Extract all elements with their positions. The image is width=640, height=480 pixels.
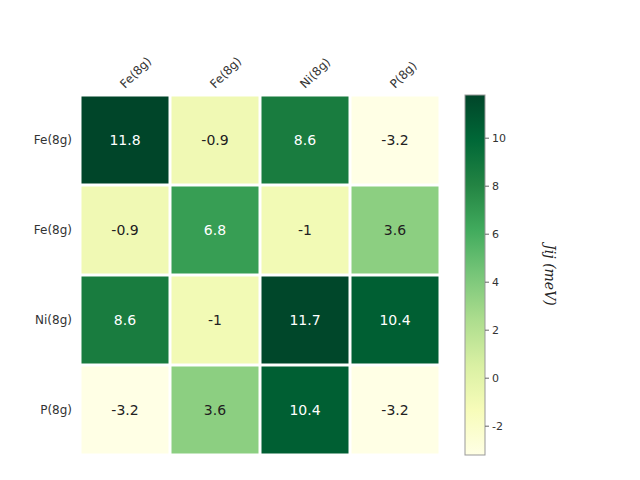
heatmap-cell <box>352 97 439 184</box>
cell-labels: 11.8 -0.9 8.6 -3.2 -0.9 6.8 -1 3.6 8.6 -1 11.7 10.4… <box>109 132 410 418</box>
colorbar-tick <box>485 186 489 187</box>
colorbar-tick-label: 10 <box>492 132 506 145</box>
data-label: 11.7 <box>289 312 320 328</box>
heatmap-cell <box>172 277 259 364</box>
data-label: 3.6 <box>204 402 226 418</box>
colorbar-tick-label: 0 <box>492 372 499 385</box>
data-label: -0.9 <box>201 132 228 148</box>
data-label: -1 <box>298 222 312 238</box>
data-label: 8.6 <box>294 132 316 148</box>
x-axis: Fe(8g) Fe(8g) Ni(8g) P(8g) <box>117 54 419 91</box>
heatmap-cell <box>172 187 259 274</box>
data-label: -3.2 <box>381 402 408 418</box>
heatmap-cell <box>172 97 259 184</box>
data-label: 11.8 <box>109 132 140 148</box>
heatmap-cell <box>82 187 169 274</box>
data-label: 6.8 <box>204 222 226 238</box>
heatmap-cell <box>262 97 349 184</box>
colorbar-tick <box>485 330 489 331</box>
heatmap-cell <box>352 277 439 364</box>
x-tick-label: Fe(8g) <box>207 54 244 91</box>
colorbar-tick <box>485 138 489 139</box>
colorbar-scale <box>465 95 485 455</box>
heatmap-cell <box>262 187 349 274</box>
colorbar-tick-label: -2 <box>492 420 503 433</box>
colorbar-tick-label: 2 <box>492 324 499 337</box>
colorbar-label: Jij (meV) <box>542 241 558 305</box>
y-tick-label: Ni(8g) <box>35 313 72 327</box>
data-label: 10.4 <box>379 312 410 328</box>
colorbar-tick <box>485 378 489 379</box>
y-tick-label: P(8g) <box>40 403 72 417</box>
colorbar: -2 0 2 4 6 8 10 Jij (meV) <box>465 95 558 455</box>
data-label: -1 <box>208 312 222 328</box>
data-label: -0.9 <box>111 222 138 238</box>
x-tick-label: P(8g) <box>387 59 419 91</box>
colorbar-tick <box>485 282 489 283</box>
heatmap-cell <box>262 277 349 364</box>
heatmap-cell <box>172 367 259 454</box>
colorbar-tick-label: 4 <box>492 276 499 289</box>
colorbar-tick-label: 8 <box>492 180 499 193</box>
colorbar-tick-label: 6 <box>492 228 499 241</box>
colorbar-tick <box>485 234 489 235</box>
colorbar-tick <box>485 426 489 427</box>
heatmap-cell <box>82 367 169 454</box>
heatmap-cell <box>352 187 439 274</box>
x-tick-label: Fe(8g) <box>117 54 154 91</box>
heatmap-cell <box>82 277 169 364</box>
heatmap-cell <box>352 367 439 454</box>
x-tick-label: Ni(8g) <box>297 55 333 91</box>
data-label: 8.6 <box>114 312 136 328</box>
chart: 11.8 -0.9 8.6 -3.2 -0.9 6.8 -1 3.6 8.6 -1 11.7 10.4… <box>0 0 640 480</box>
data-label: -3.2 <box>381 132 408 148</box>
data-label: 10.4 <box>289 402 320 418</box>
data-label: 3.6 <box>384 222 406 238</box>
y-axis: Fe(8g) Fe(8g) Ni(8g) P(8g) <box>34 133 72 417</box>
heatmap-cell <box>82 97 169 184</box>
y-tick-label: Fe(8g) <box>34 133 72 147</box>
data-label: -3.2 <box>111 402 138 418</box>
heatmap-cell <box>262 367 349 454</box>
y-tick-label: Fe(8g) <box>34 223 72 237</box>
cells <box>82 97 439 454</box>
